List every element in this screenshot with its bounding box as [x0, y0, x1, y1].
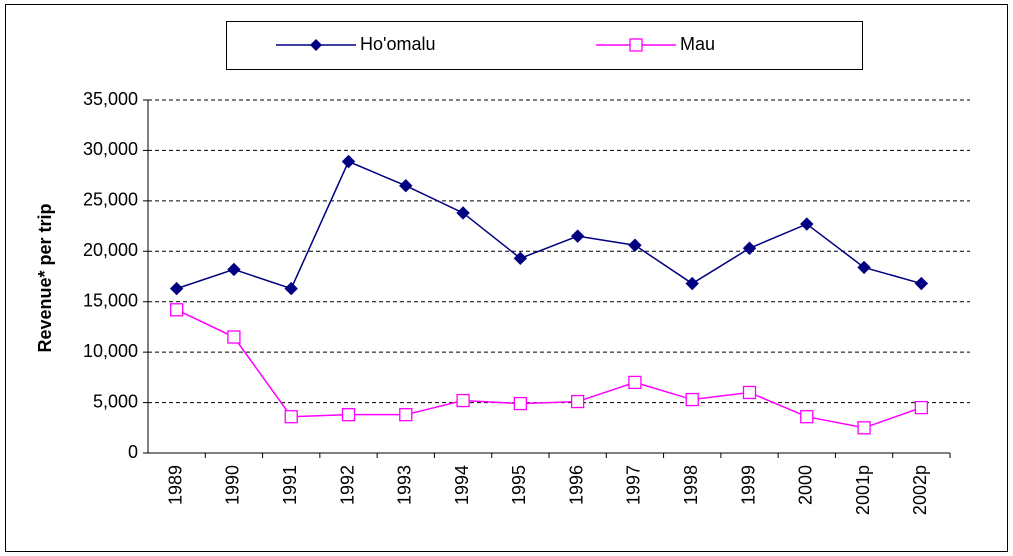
x-tick-label: 2002p — [910, 465, 930, 515]
x-tick-label: 1990 — [223, 465, 243, 505]
point — [341, 154, 356, 169]
point — [857, 421, 871, 435]
y-tick-label: 10,000 — [83, 341, 138, 361]
point — [628, 375, 642, 390]
x-tick-label: 1996 — [566, 465, 586, 505]
point — [284, 281, 298, 296]
x-tick-label: 1993 — [395, 465, 415, 505]
x-tick-label: 1991 — [280, 465, 300, 505]
y-tick-label: 15,000 — [83, 290, 138, 310]
y-tick-label: 0 — [128, 442, 138, 462]
x-tick-label: 1989 — [165, 465, 185, 505]
point — [800, 410, 814, 424]
x-tick-label: 1995 — [509, 465, 529, 505]
point — [742, 385, 757, 400]
point — [513, 251, 528, 266]
point — [628, 238, 642, 252]
point — [456, 206, 470, 220]
x-tick-label: 1998 — [681, 465, 701, 505]
y-tick-label: 5,000 — [93, 391, 138, 411]
point — [570, 394, 585, 409]
point — [742, 241, 757, 255]
y-tick-label: 30,000 — [83, 139, 138, 159]
x-tick-label: 1999 — [738, 465, 758, 505]
point — [800, 217, 814, 231]
point — [857, 260, 871, 275]
point — [284, 410, 298, 424]
point — [685, 392, 699, 407]
legend-marker — [629, 38, 643, 52]
point — [570, 229, 585, 243]
y-tick-label: 25,000 — [83, 190, 138, 210]
legend-label: Ho'omalu — [360, 34, 435, 54]
series-line — [176, 160, 922, 290]
series-line — [176, 309, 922, 429]
x-tick-label: 2000 — [796, 465, 816, 505]
chart-border — [5, 4, 1008, 552]
legend-marker — [310, 39, 322, 51]
point — [227, 330, 241, 344]
y-axis-label: Revenue* per trip — [35, 203, 55, 352]
point — [456, 393, 470, 408]
point — [914, 400, 929, 415]
x-tick-label: 1994 — [452, 465, 472, 505]
point — [685, 276, 699, 291]
x-tick-label: 1997 — [624, 465, 644, 505]
point — [227, 262, 241, 277]
y-tick-label: 20,000 — [83, 240, 138, 260]
y-tick-label: 35,000 — [83, 89, 138, 109]
point — [399, 408, 413, 422]
point — [169, 303, 184, 317]
point — [341, 408, 356, 422]
x-tick-label: 2001p — [853, 465, 873, 515]
point — [914, 276, 929, 291]
point — [513, 396, 528, 411]
legend-label: Mau — [680, 34, 715, 54]
x-tick-label: 1992 — [337, 465, 357, 505]
point — [399, 179, 413, 193]
point — [169, 281, 184, 296]
